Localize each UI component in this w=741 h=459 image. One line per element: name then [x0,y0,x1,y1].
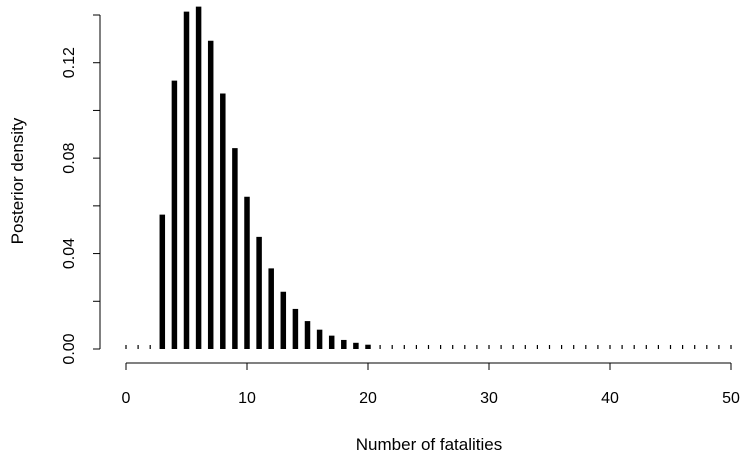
x-tick-label: 50 [722,390,740,407]
x-tick-label: 30 [480,390,498,407]
x-tick-label: 10 [238,390,256,407]
x-tick-label: 0 [122,390,131,407]
y-tick-label: 0.12 [61,47,78,78]
y-axis: 0.00 0.04 0.08 0.12 [61,14,101,365]
y-tick-label: 0.04 [61,238,78,269]
x-axis: 0 10 20 30 40 50 [122,362,740,407]
y-tick-label: 0.00 [61,333,78,364]
y-axis-title: Posterior density [8,117,27,244]
x-tick-label: 20 [359,390,377,407]
x-axis-title: Number of fatalities [356,435,502,454]
y-tick-label: 0.08 [61,142,78,173]
x-tick-label: 40 [601,390,619,407]
bars-group [125,6,732,349]
